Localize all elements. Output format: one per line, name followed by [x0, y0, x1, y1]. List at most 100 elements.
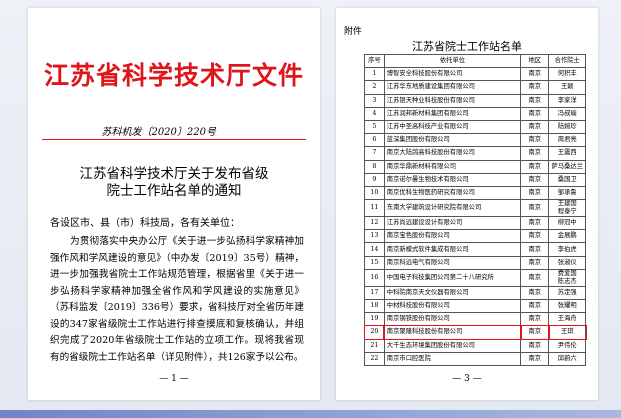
- left-page: 江苏省科学技术厅文件 苏科机发〔2020〕220号 江苏省科学技术厅关于发布省级…: [28, 8, 320, 400]
- cell: 周君亮: [548, 133, 586, 148]
- table-row: 21 大千生态环境集团股份有限公司 南京 尹伟伦: [364, 338, 586, 353]
- name-line: 张耀明: [557, 302, 577, 310]
- cell: 南京: [520, 80, 550, 95]
- cell: 南京: [520, 119, 550, 135]
- notice-title: 江苏省科学技术厅关于发布省级 院士工作站名单的通知: [28, 166, 320, 200]
- cell: 1: [364, 67, 385, 82]
- cell: 柳冠中: [548, 216, 586, 231]
- cell: 6: [364, 133, 385, 148]
- cell: 李伯虎: [548, 242, 586, 257]
- table-row: 11 东南大学建筑设计研究院有限公司 南京 王建国 程泰宁: [364, 199, 586, 218]
- right-page: 附件 江苏省院士工作站名单 序号 依托单位 地区 合作院士 1 博智安全科技股份有限公司南…: [336, 8, 598, 400]
- salutation: 各设区市、县（市）科技局，各有关单位：: [50, 218, 240, 229]
- table-title: 江苏省院士工作站名单: [412, 40, 522, 53]
- cell: 王颖: [548, 80, 586, 95]
- cell: 萨马桑达兰: [548, 159, 586, 174]
- table-row: 15 南京科远电气有限公司 南京 张淑仪: [364, 255, 586, 270]
- cell: 南京: [520, 216, 550, 231]
- cell: 陆婉珍: [548, 119, 586, 135]
- name-line: 柳冠中: [557, 219, 577, 227]
- name-line: 王建国: [557, 200, 577, 208]
- cell: 4: [364, 106, 385, 121]
- cell: 大千生态环境集团股份有限公司: [383, 338, 522, 353]
- table-row: 12 江苏尚远建设设计有限公司 南京 柳冠中: [364, 216, 586, 231]
- cell: 江苏中圣高科技产业有限公司: [383, 119, 522, 135]
- table-row: 19 南京钢铁股份有限公司 南京 王海舟: [364, 312, 586, 327]
- bottom-bar: [0, 410, 621, 418]
- cell: 9: [364, 172, 385, 187]
- cell: 邱蔚六: [548, 351, 586, 366]
- name-line: 王海舟: [557, 315, 577, 323]
- name-line: 何积丰: [557, 70, 577, 78]
- name-line: 陈志杰: [557, 277, 577, 285]
- doc-number: 苏科机发〔2020〕220号: [101, 127, 216, 138]
- cell: 王海舟: [548, 312, 586, 327]
- header-cell: 依托单位: [383, 53, 522, 69]
- cell: 南京: [520, 199, 550, 218]
- table-row: 17 中科院南京天文仪器有限公司 南京 苏定强: [364, 285, 586, 301]
- table-row: 7 南京大陆鸽高科技股份有限公司 南京 王震西: [364, 146, 586, 161]
- name-line: 陆婉珍: [557, 123, 577, 131]
- cell: 南京诺尔曼生物技术有限公司: [383, 172, 522, 187]
- cell: 16: [364, 268, 385, 287]
- cell: 南京: [520, 312, 550, 327]
- cell: 南京: [520, 146, 550, 161]
- station-table: 序号 依托单位 地区 合作院士 1 博智安全科技股份有限公司 南京 何积丰 2 江苏华东地质建设集…: [363, 53, 587, 366]
- table-row: 8 南京华鼎新材料有限公司 南京 萨马桑达兰: [364, 159, 586, 174]
- cell: 南京: [520, 229, 550, 244]
- cell: 2: [364, 80, 385, 95]
- cell: 21: [364, 338, 385, 353]
- cell: 13: [364, 229, 385, 244]
- cell: 中科院南京天文仪器有限公司: [383, 285, 522, 301]
- page-number: — 3 —: [452, 374, 482, 384]
- cell: 20: [363, 324, 386, 341]
- table-row: 5 江苏中圣高科技产业有限公司 南京 陆婉珍: [364, 119, 586, 135]
- cell: 江苏华东地质建设集团有限公司: [383, 80, 522, 95]
- cell: 江苏尚远建设设计有限公司: [383, 216, 522, 231]
- cell: 南京: [520, 351, 550, 366]
- name-line: 苏定强: [557, 288, 577, 296]
- cell: 南京钢铁股份有限公司: [383, 312, 522, 327]
- header-cell: 地区: [520, 53, 550, 69]
- body-text: 为贯彻落实中央办公厅《关于进一步弘扬科学家精神加强作风和学风建设的意见》（中办发…: [50, 236, 304, 363]
- table-row: 13 南京宝色股份有限公司 南京 金展鹏: [364, 229, 586, 244]
- cell: 南京科远电气有限公司: [383, 255, 522, 270]
- header-cell: 序号: [364, 53, 385, 69]
- name-line: 邹承鲁: [557, 188, 577, 196]
- cell: 南京: [520, 242, 550, 257]
- name-line: 冯叔瑜: [557, 109, 577, 117]
- cell: 南京: [520, 106, 550, 121]
- table-row: 2 江苏华东地质建设集团有限公司 南京 王颖: [364, 80, 586, 95]
- cell: 尹伟伦: [548, 338, 586, 353]
- cell: 18: [364, 298, 385, 314]
- cell: 19: [364, 312, 385, 327]
- cell: 金展鹏: [548, 229, 586, 244]
- name-line: 李家洋: [557, 96, 577, 104]
- name-line: 费爱国: [557, 269, 577, 277]
- cell: 南京华鼎新材料有限公司: [383, 159, 522, 174]
- cell: 南京新模式软件集成有限公司: [383, 242, 522, 257]
- cell: 冯叔瑜: [548, 106, 586, 121]
- name-line: 王颖: [560, 83, 574, 91]
- cell: 南京: [520, 298, 550, 314]
- cell: 中材科技股份有限公司: [383, 298, 522, 314]
- cell: 苏定强: [548, 285, 586, 301]
- cell: 南京: [520, 268, 550, 287]
- cell: 王建国 程泰宁: [548, 199, 586, 218]
- doc-title: 江苏省科学技术厅文件: [43, 61, 304, 90]
- header-cell: 合作院士: [548, 53, 586, 69]
- cell: 南京: [520, 285, 550, 301]
- name-line: 金展鹏: [557, 232, 577, 240]
- table-row: 3 江苏银天种业科技股份有限公司 南京 李家洋: [364, 93, 586, 108]
- name-line: 王琪: [560, 328, 574, 336]
- cell: 南京优科生物医药研究有限公司: [383, 185, 522, 201]
- cell: 江苏润邦新材料集团有限公司: [383, 106, 522, 121]
- cell: 11: [364, 199, 385, 218]
- cell: 王震西: [548, 146, 586, 161]
- cell: 南京市口腔医院: [383, 351, 522, 366]
- cell: 南京宝色股份有限公司: [383, 229, 522, 244]
- name-line: 程泰宁: [557, 208, 577, 216]
- cell: 10: [364, 185, 385, 201]
- cell: 南京: [520, 133, 550, 148]
- name-line: 张淑仪: [557, 258, 577, 266]
